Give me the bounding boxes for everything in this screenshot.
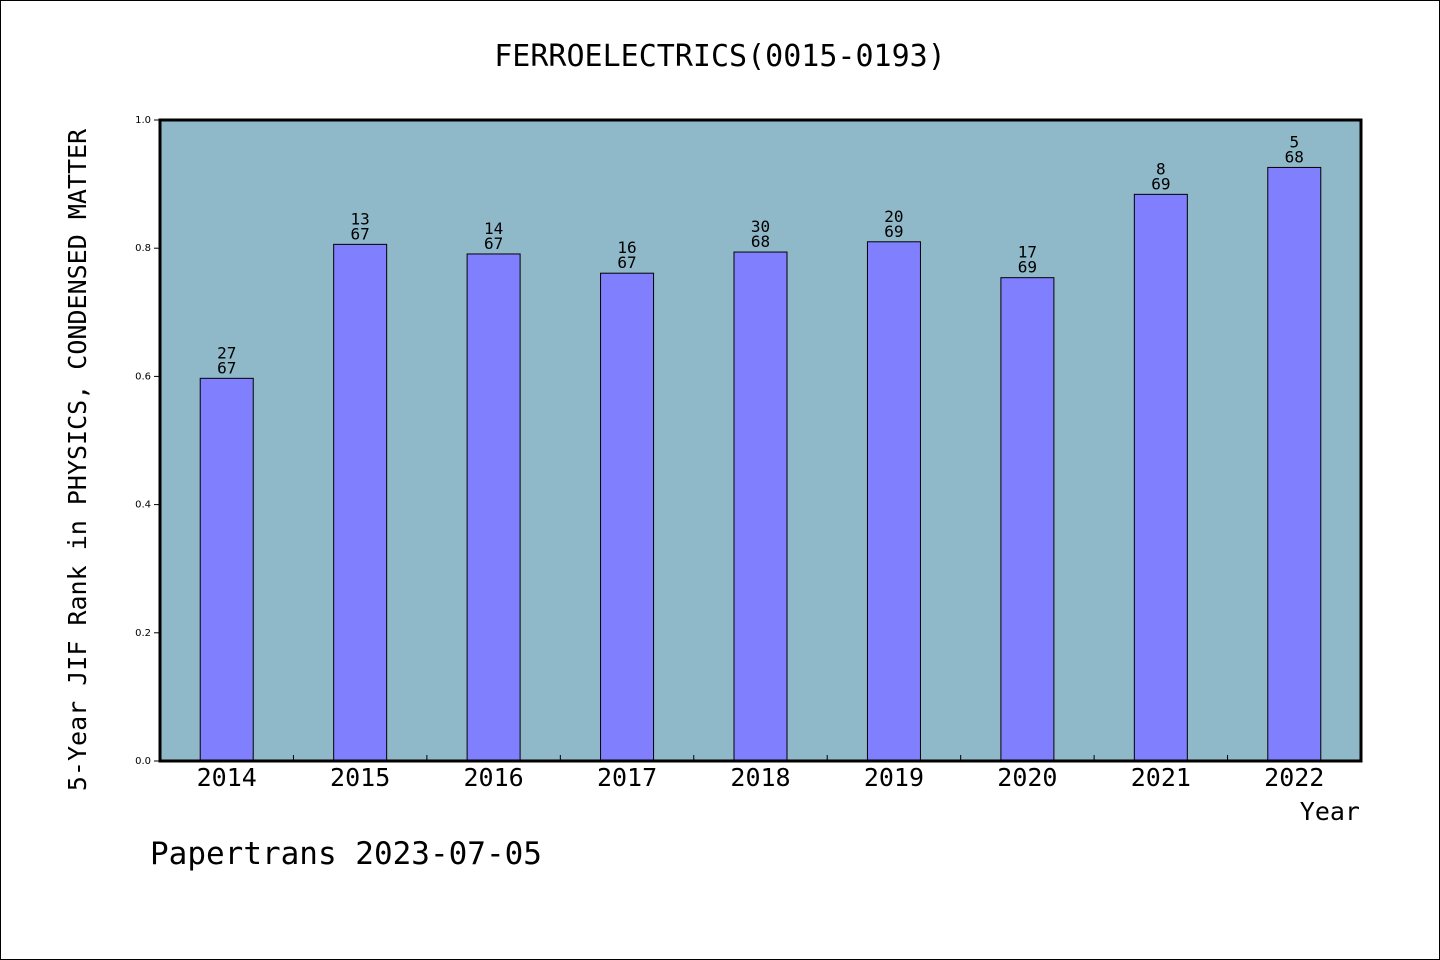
- y-axis-label: 5-Year JIF Rank in PHYSICS, CONDENSED MA…: [63, 128, 92, 791]
- rank-label-2021: 8: [1156, 159, 1166, 178]
- chart-title: FERROELECTRICS(0015-0193): [494, 39, 946, 74]
- rank-label-2014: 27: [217, 343, 236, 362]
- total-label-2017: 67: [617, 253, 636, 272]
- x-tick-label-2022: 2022: [1264, 763, 1324, 792]
- x-axis-label: Year: [1300, 797, 1360, 826]
- bar-2017: [600, 272, 655, 762]
- total-label-2021: 69: [1151, 174, 1170, 193]
- bar-2020: [1000, 277, 1055, 762]
- y-tick-label: 0.6: [135, 371, 151, 382]
- total-label-2014: 67: [217, 358, 236, 377]
- bar-2021: [1133, 193, 1188, 762]
- x-tick-label-2019: 2019: [864, 763, 924, 792]
- y-tick-label: 0.2: [135, 628, 151, 639]
- rank-label-2019: 20: [884, 207, 903, 226]
- bar-2015: [333, 243, 388, 762]
- x-tick-label-2014: 2014: [197, 763, 257, 792]
- total-label-2022: 68: [1285, 147, 1304, 166]
- rank-label-2017: 16: [617, 238, 636, 257]
- total-label-2015: 67: [351, 224, 370, 243]
- rank-label-2022: 5: [1289, 132, 1299, 151]
- x-tick-label-2020: 2020: [997, 763, 1057, 792]
- y-tick-label: 0.0: [135, 756, 151, 767]
- x-tick-label-2016: 2016: [464, 763, 524, 792]
- total-label-2020: 69: [1018, 258, 1037, 277]
- rank-label-2020: 17: [1018, 243, 1037, 262]
- rank-label-2018: 30: [751, 217, 770, 236]
- plot-border: [158, 118, 1363, 763]
- total-label-2019: 69: [884, 222, 903, 241]
- y-tick-label: 1.0: [135, 115, 151, 126]
- bar-2016: [466, 253, 521, 762]
- bar-2022: [1267, 166, 1322, 762]
- bar-2014: [199, 377, 254, 762]
- x-tick-label-2017: 2017: [597, 763, 657, 792]
- total-label-2016: 67: [484, 234, 503, 253]
- watermark-text: Papertrans 2023-07-05: [150, 836, 542, 872]
- rank-label-2015: 13: [351, 209, 370, 228]
- x-tick-label-2021: 2021: [1131, 763, 1191, 792]
- x-tick-label-2018: 2018: [730, 763, 790, 792]
- y-tick-label: 0.8: [135, 243, 151, 254]
- bar-2019: [866, 241, 921, 762]
- rank-label-2016: 14: [484, 219, 503, 238]
- total-label-2018: 68: [751, 232, 770, 251]
- bar-2018: [733, 251, 788, 762]
- x-tick-label-2015: 2015: [330, 763, 390, 792]
- y-tick-label: 0.4: [135, 500, 151, 511]
